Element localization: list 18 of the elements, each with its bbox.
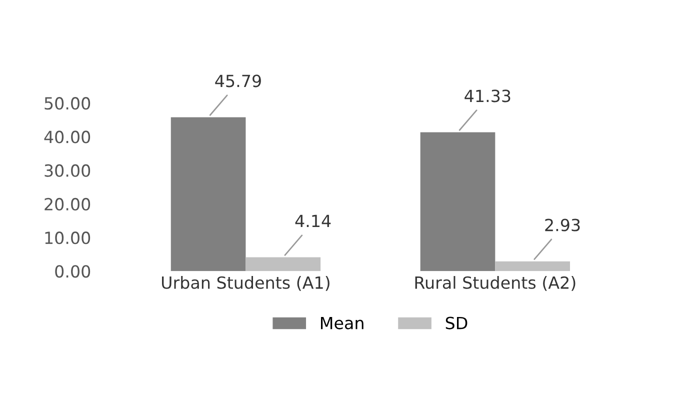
y-tick-label: 40.00 bbox=[44, 130, 90, 144]
bar bbox=[246, 257, 321, 272]
data-label: 45.79 bbox=[215, 74, 261, 88]
bar bbox=[495, 261, 570, 272]
bar bbox=[420, 132, 496, 272]
data-label: 41.33 bbox=[464, 90, 510, 102]
data-label: 2.93 bbox=[545, 218, 580, 232]
data-label: 4.14 bbox=[295, 214, 331, 227]
y-tick-label: 0.00 bbox=[55, 265, 90, 278]
legend-label: Mean bbox=[320, 316, 364, 330]
y-tick-label: 50.00 bbox=[44, 97, 90, 110]
y-tick-label: 10.00 bbox=[45, 232, 90, 244]
x-tick-label: Rural Students (A2) bbox=[415, 276, 576, 291]
y-tick-label: 30.00 bbox=[44, 164, 90, 177]
bar bbox=[170, 117, 246, 272]
x-tick-label: Urban Students (A1) bbox=[162, 276, 330, 291]
legend-label: SD bbox=[446, 316, 468, 330]
y-tick-label: 20.00 bbox=[44, 198, 90, 211]
